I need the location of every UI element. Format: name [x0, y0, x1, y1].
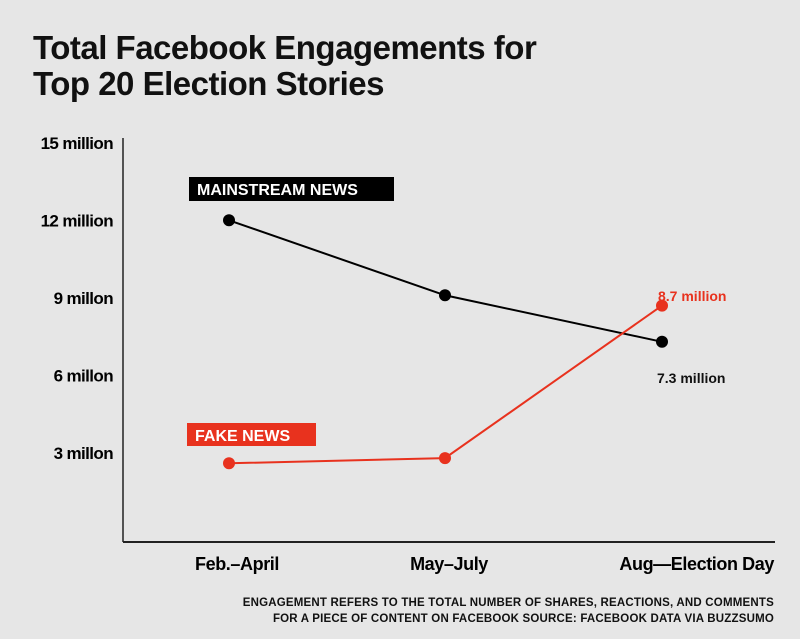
x-tick-label: Aug—Election Day [619, 554, 774, 574]
note-line-1: ENGAGEMENT REFERS TO THE TOTAL NUMBER OF… [242, 597, 774, 609]
y-tick-label: 6 millon [54, 366, 114, 385]
legend-label-bg [189, 177, 394, 201]
note-line-2: FOR A PIECE OF CONTENT ON FACEBOOK SOURC… [272, 613, 774, 625]
legend-label-fake: FAKE NEWS [195, 428, 290, 445]
y-tick-label: 15 million [41, 134, 114, 153]
data-point [439, 452, 451, 465]
data-point [656, 335, 668, 348]
data-label-mainstream-end: 7.3 million [657, 370, 725, 386]
y-tick-label: 12 million [41, 211, 114, 230]
series-line-mainstream-news [228, 219, 663, 343]
x-tick-label: Feb.–April [195, 554, 279, 574]
y-tick-label: 3 millon [54, 444, 114, 463]
chart-note: ENGAGEMENT REFERS TO THE TOTAL NUMBER OF… [243, 595, 774, 627]
data-label-fake-end: 8.7 million [658, 288, 726, 304]
y-tick-label: 9 millon [54, 289, 114, 308]
chart-title: Total Facebook Engagements for Top 20 Ele… [33, 29, 537, 102]
data-point [439, 289, 451, 302]
legend-label-mainstream: MAINSTREAM NEWS [197, 182, 358, 199]
data-point [223, 214, 235, 227]
data-point [223, 457, 235, 470]
legend-label-bg [187, 423, 316, 446]
x-tick-label: May–July [410, 554, 488, 574]
data-point [656, 299, 668, 312]
